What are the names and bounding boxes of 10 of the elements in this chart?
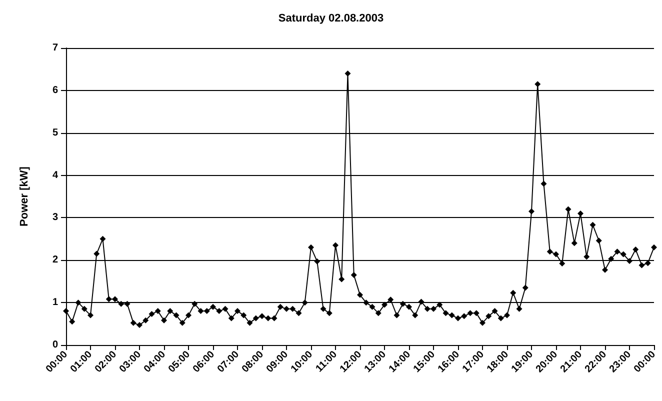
y-tick-label: 1 [52, 297, 58, 308]
y-tick-label: 6 [52, 84, 58, 96]
y-tick-label: 7 [52, 42, 58, 54]
y-tick-label: 2 [52, 254, 58, 266]
y-axis-title: Power [kW] [18, 166, 30, 226]
y-tick-label: 4 [52, 170, 58, 181]
y-tick-label: 5 [52, 127, 58, 138]
y-tick-label: 3 [52, 212, 58, 224]
chart-title: Saturday 02.08.2003 [278, 12, 384, 24]
y-tick-label: 0 [52, 340, 58, 350]
